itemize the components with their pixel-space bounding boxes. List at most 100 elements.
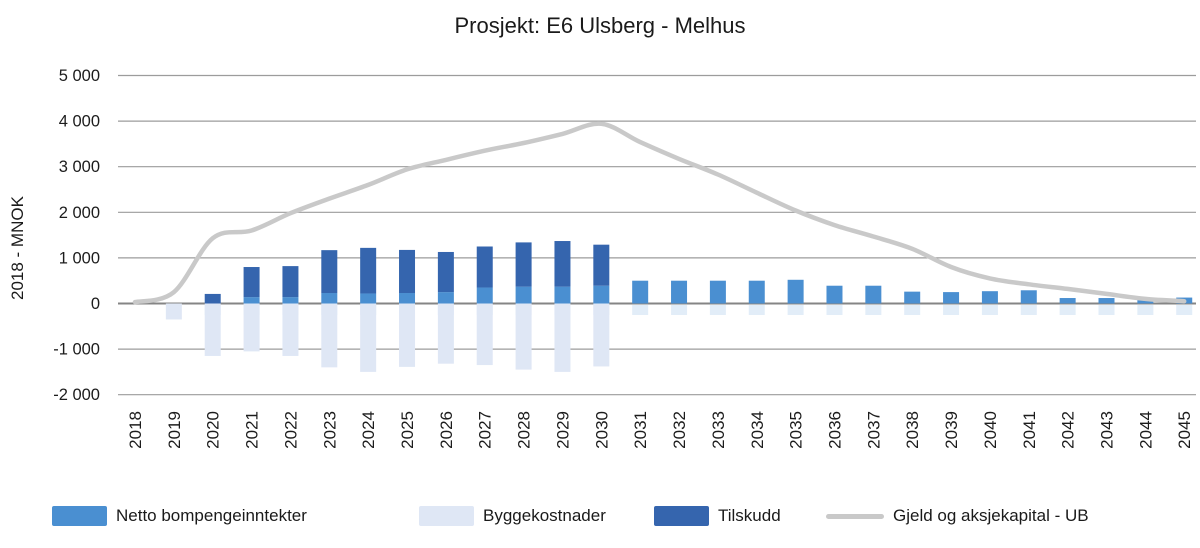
bar-segment <box>1059 298 1076 304</box>
bar-reflection <box>787 305 804 315</box>
bar-segment <box>593 303 610 367</box>
x-tick-label: 2035 <box>787 411 806 449</box>
x-tick-label: 2040 <box>981 411 1000 449</box>
bar-segment <box>282 266 299 298</box>
bar-segment <box>243 303 260 352</box>
x-tick-label: 2026 <box>437 411 456 449</box>
x-axis-tick-labels: 2018 2019 2020 2021 2022 2023 2024 2025 2026 2027… <box>126 411 1194 449</box>
bars <box>165 241 1193 372</box>
bar-segment <box>671 280 688 304</box>
bar-segment <box>554 303 571 372</box>
bar-segment <box>554 286 571 304</box>
bar-segment <box>360 293 377 304</box>
bar-reflection <box>671 305 688 315</box>
bar-segment <box>321 250 338 294</box>
bar-segment <box>709 280 726 304</box>
bar-segment <box>243 267 260 298</box>
x-tick-label: 2029 <box>553 411 572 449</box>
x-tick-label: 2019 <box>165 411 184 449</box>
x-tick-label: 2018 <box>126 411 145 449</box>
x-tick-label: 2037 <box>864 411 883 449</box>
y-tick-label: 0 <box>91 295 100 313</box>
x-tick-label: 2034 <box>748 411 767 449</box>
bar-segment <box>632 280 649 304</box>
x-tick-label: 2025 <box>398 411 417 449</box>
x-tick-label: 2038 <box>903 411 922 449</box>
y-tick-label: 5 000 <box>59 67 100 85</box>
x-tick-label: 2033 <box>709 411 728 449</box>
bar-segment <box>593 285 610 304</box>
bar-segment <box>787 279 804 304</box>
x-tick-label: 2020 <box>204 411 223 449</box>
x-tick-label: 2027 <box>476 411 495 449</box>
bar-segment <box>943 292 960 304</box>
bar-segment <box>515 242 532 287</box>
bar-segment <box>904 291 921 304</box>
bar-reflection <box>981 305 998 315</box>
x-tick-label: 2032 <box>670 411 689 449</box>
bar-reflection <box>709 305 726 315</box>
bar-segment <box>321 303 338 368</box>
bar-segment <box>826 285 843 304</box>
bar-reflection <box>943 305 960 315</box>
x-tick-label: 2031 <box>631 411 650 449</box>
y-tick-label: 4 000 <box>59 113 100 131</box>
x-tick-label: 2021 <box>243 411 262 449</box>
bar-segment <box>321 293 338 304</box>
bar-reflection <box>1020 305 1037 315</box>
x-tick-label: 2042 <box>1059 411 1078 449</box>
x-tick-label: 2044 <box>1136 411 1155 449</box>
y-tick-label: 3 000 <box>59 158 100 176</box>
bar-segment <box>204 293 221 304</box>
y-tick-label: -1 000 <box>53 341 100 359</box>
bar-segment <box>399 293 416 304</box>
bar-segment <box>204 303 221 356</box>
x-tick-label: 2045 <box>1175 411 1194 449</box>
bar-reflection <box>1137 305 1154 315</box>
x-tick-label: 2039 <box>942 411 961 449</box>
bar-segment <box>476 287 493 304</box>
y-tick-label: 1 000 <box>59 249 100 267</box>
bar-segment <box>360 303 377 372</box>
bar-segment <box>593 244 610 286</box>
bar-segment <box>981 291 998 304</box>
x-tick-label: 2028 <box>515 411 534 449</box>
x-tick-label: 2023 <box>320 411 339 449</box>
x-tick-label: 2024 <box>359 411 378 449</box>
bar-reflections <box>204 305 1193 315</box>
bar-reflection <box>904 305 921 315</box>
bar-segment <box>282 297 299 304</box>
bar-segment <box>399 303 416 367</box>
bar-segment <box>476 303 493 366</box>
debt-and-equity-line <box>132 121 1187 305</box>
y-axis-tick-labels: 5 000 4 000 3 000 2 000 1 000 0 -1 000 -2 000 <box>53 67 100 404</box>
bar-segment <box>437 292 454 304</box>
bar-segment <box>282 303 299 356</box>
bar-reflection <box>826 305 843 315</box>
bar-segment <box>399 249 416 294</box>
bar-segment <box>1098 298 1115 304</box>
bar-segment <box>865 285 882 304</box>
gridlines <box>118 74 1196 396</box>
x-tick-label: 2036 <box>825 411 844 449</box>
bar-segment <box>476 246 493 288</box>
bar-segment <box>243 297 260 304</box>
bar-segment <box>1137 299 1154 304</box>
bar-reflection <box>1098 305 1115 315</box>
bar-segment <box>437 251 454 293</box>
bar-segment <box>437 303 454 364</box>
bar-segment <box>554 241 571 287</box>
bar-segment <box>165 303 182 320</box>
bar-segment <box>360 247 377 294</box>
y-tick-label: 2 000 <box>59 204 100 222</box>
bar-segment <box>515 286 532 304</box>
bar-segment <box>1020 290 1037 304</box>
x-tick-label: 2022 <box>281 411 300 449</box>
bar-segment <box>515 303 532 370</box>
y-tick-label: -2 000 <box>53 386 100 404</box>
y-axis-title: 2018 - MNOK <box>8 196 27 300</box>
bar-reflection <box>1176 305 1193 315</box>
x-tick-label: 2043 <box>1098 411 1117 449</box>
chart-title: Prosjekt: E6 Ulsberg - Melhus <box>454 13 746 38</box>
